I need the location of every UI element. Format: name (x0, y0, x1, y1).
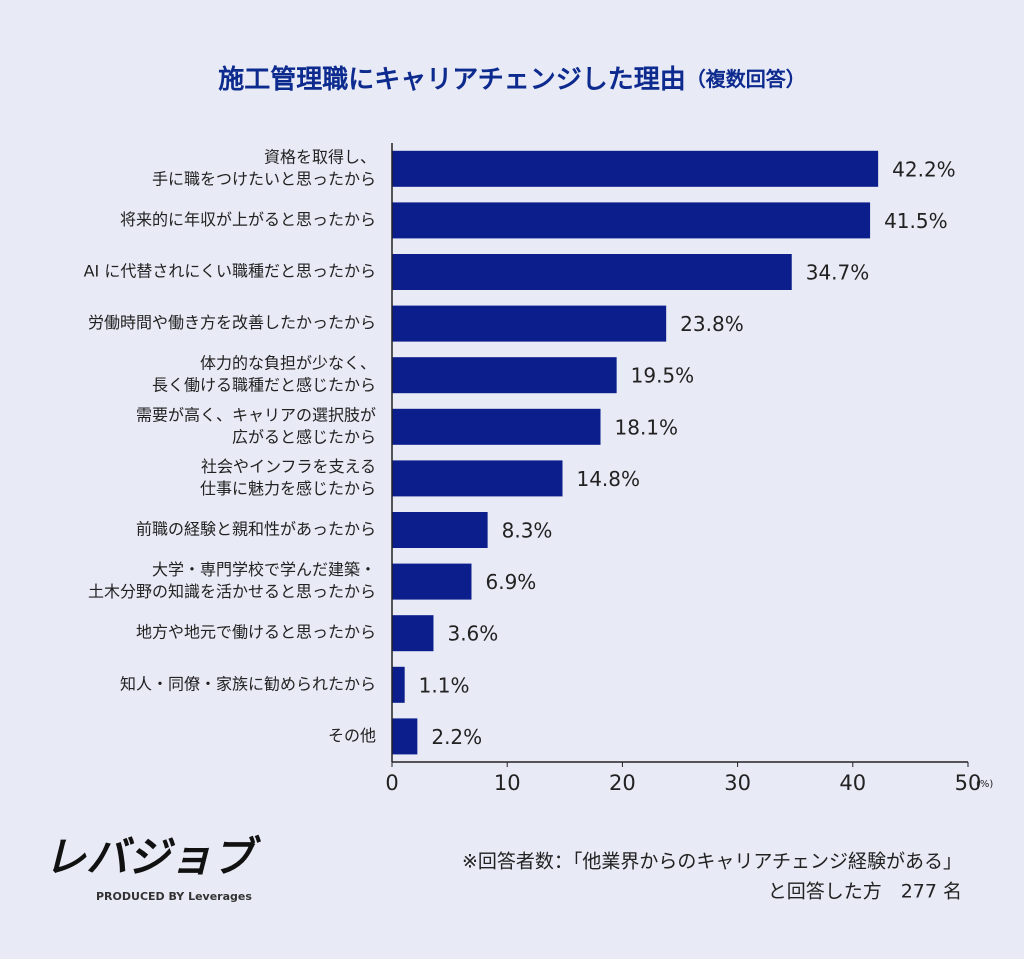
x-unit: (%) (976, 779, 993, 790)
value-label: 1.1% (419, 673, 470, 697)
bar (392, 615, 434, 652)
y-tick-label: 地方や地元で働けると思ったから (136, 623, 376, 642)
x-tick-label: 10 (494, 771, 521, 795)
y-tick-label: 手に職をつけたいと思ったから (152, 169, 376, 188)
y-tick-label: 長く働ける職種だと感じたから (152, 376, 376, 395)
y-tick-label: 需要が高く、キャリアの選択肢が (136, 405, 376, 424)
x-tick-label: 50 (955, 771, 982, 795)
y-tick-label: 大学・専門学校で学んだ建築・ (152, 560, 376, 579)
value-label: 8.3% (502, 519, 553, 543)
bar (392, 254, 792, 290)
subtitle-text: （複数回答） (686, 67, 806, 91)
value-label: 18.1% (615, 415, 679, 439)
y-tick-label: 資格を取得し、 (264, 147, 376, 166)
bar (392, 512, 488, 548)
value-label: 41.5% (884, 209, 948, 233)
brand-credit: PRODUCED BY Leverages (96, 890, 252, 903)
value-label: 34.7% (806, 261, 870, 285)
y-tick-label: 知人・同僚・家族に勧められたから (120, 674, 376, 693)
brand-logo: レバジョブ (44, 833, 261, 882)
value-label: 23.8% (680, 312, 744, 336)
bar (392, 202, 871, 239)
value-label: 42.2% (892, 157, 956, 181)
title-text: 施工管理職にキャリアチェンジした理由 (218, 64, 685, 95)
bar (392, 718, 418, 755)
y-tick-label: 将来的に年収が上がると思ったから (120, 210, 376, 229)
value-label: 3.6% (447, 622, 498, 646)
y-tick-label: その他 (328, 726, 376, 745)
note-line: ※回答者数：「他業界からのキャリアチェンジ経験がある」 (462, 851, 962, 873)
bar (392, 563, 472, 600)
bar (392, 460, 563, 497)
x-tick-label: 40 (839, 771, 866, 795)
bar (392, 150, 879, 187)
y-tick-label: 土木分野の知識を活かせると思ったから (88, 582, 376, 601)
value-label: 6.9% (485, 570, 536, 594)
y-tick-label: 仕事に魅力を感じたから (200, 479, 376, 498)
value-label: 19.5% (631, 364, 695, 388)
value-label: 2.2% (431, 725, 482, 749)
y-tick-label: 労働時間や働き方を改善したかったから (88, 313, 376, 332)
y-tick-label: 前職の経験と親和性があったから (136, 520, 376, 539)
value-label: 14.8% (576, 467, 640, 491)
y-tick-label: AI に代替されにくい職種だと思ったから (84, 262, 376, 281)
y-tick-label: 広がると感じたから (232, 427, 376, 446)
x-tick-label: 30 (724, 771, 751, 795)
y-tick-label: 社会やインフラを支える (201, 457, 376, 476)
bar (392, 666, 405, 703)
note-line: と回答した方 277 名 (768, 881, 962, 903)
bar (392, 357, 617, 394)
bar (392, 408, 601, 445)
chart-title: 施工管理職にキャリアチェンジした理由（複数回答） (218, 64, 805, 95)
x-tick-label: 20 (609, 771, 636, 795)
x-tick-label: 0 (385, 771, 398, 795)
y-tick-label: 体力的な負担が少なく、 (200, 354, 376, 373)
bar (392, 305, 667, 342)
